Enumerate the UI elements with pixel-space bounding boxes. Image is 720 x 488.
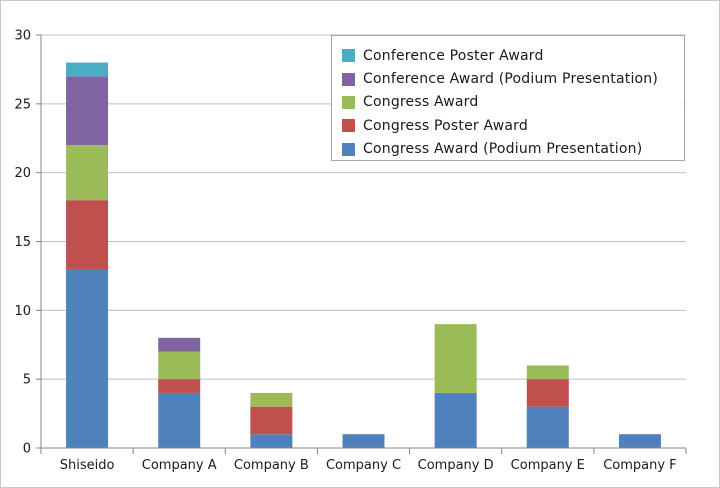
y-tick-label: 30 [14,29,31,44]
y-tick-label: 15 [14,235,31,250]
bar-segment [66,62,109,77]
y-tick-label: 0 [23,442,31,457]
bar-segment [434,324,477,393]
bar-segment [526,406,569,448]
bar-segment [618,434,661,448]
legend-label: Congress Award [363,94,479,111]
legend-label: Congress Award (Podium Presentation) [363,141,643,158]
legend-swatch [342,119,355,133]
x-tick-label: Shiseido [60,458,115,473]
y-tick-label: 10 [14,304,31,319]
x-tick-label: Company B [234,458,309,473]
bar-segment [526,379,569,407]
legend-label: Conference Poster Award [363,47,544,64]
legend-label: Congress Poster Award [363,117,528,134]
bar-segment [158,379,201,393]
legend-item: Congress Poster Award [342,114,684,137]
legend-swatch [342,49,355,63]
bar-segment [158,392,201,448]
bar-segment [66,145,109,201]
x-tick-label: Company F [603,458,676,473]
chart-legend: Conference Poster Award Conference Award … [331,35,685,161]
bar-segment [66,76,109,146]
bar-segment [250,434,293,448]
y-tick-label: 5 [23,373,31,388]
bar-segment [250,392,293,407]
bar-segment [434,392,477,448]
y-tick-label: 20 [14,166,31,181]
x-tick-label: Company D [418,458,494,473]
bar-segment [158,351,201,380]
y-tick-label: 25 [14,97,31,112]
legend-item: Conference Award (Podium Presentation) [342,67,684,90]
legend-swatch [342,72,355,86]
bar-segment [158,337,201,352]
legend-item: Congress Award [342,91,684,114]
bar-segment [250,406,293,435]
bar-segment [66,269,109,448]
x-tick-label: Company A [142,458,217,473]
bar-segment [526,365,569,380]
legend-label: Conference Award (Podium Presentation) [363,71,659,88]
x-tick-label: Company E [511,458,585,473]
legend-item: Conference Poster Award [342,44,684,67]
bar-segment [66,200,109,270]
bar-segment [342,434,385,448]
legend-swatch [342,95,355,109]
legend-item: Congress Award (Podium Presentation) [342,138,684,161]
legend-swatch [342,142,355,156]
x-tick-label: Company C [326,458,401,473]
